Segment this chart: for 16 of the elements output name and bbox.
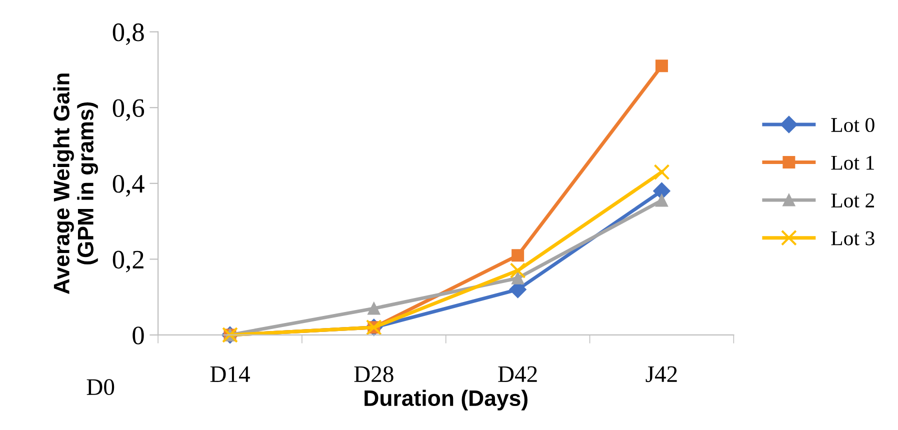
x-tick-label: D14	[210, 366, 250, 382]
y-axis-title: Average Weight Gain (GPM in grams)	[53, 74, 98, 294]
x-tick-label: D28	[354, 366, 394, 382]
x-tick-label: D42	[498, 366, 537, 382]
x-tick-label: J42	[646, 366, 677, 382]
legend-label: Lot 3	[831, 231, 874, 246]
legend-label: Lot 2	[831, 194, 874, 208]
y-tick-label: 0,6	[112, 99, 144, 121]
legend-label: Lot 0	[831, 118, 874, 132]
y-tick-label: 0,2	[112, 250, 144, 272]
legend-label: Lot 1	[831, 156, 874, 170]
y-tick-label: 0,8	[112, 23, 144, 46]
y-tick-label: 0,4	[112, 175, 144, 197]
x-axis-title: Duration (Days)	[364, 390, 528, 410]
text: D0	[86, 379, 114, 396]
y-tick-label: 0	[132, 326, 144, 344]
